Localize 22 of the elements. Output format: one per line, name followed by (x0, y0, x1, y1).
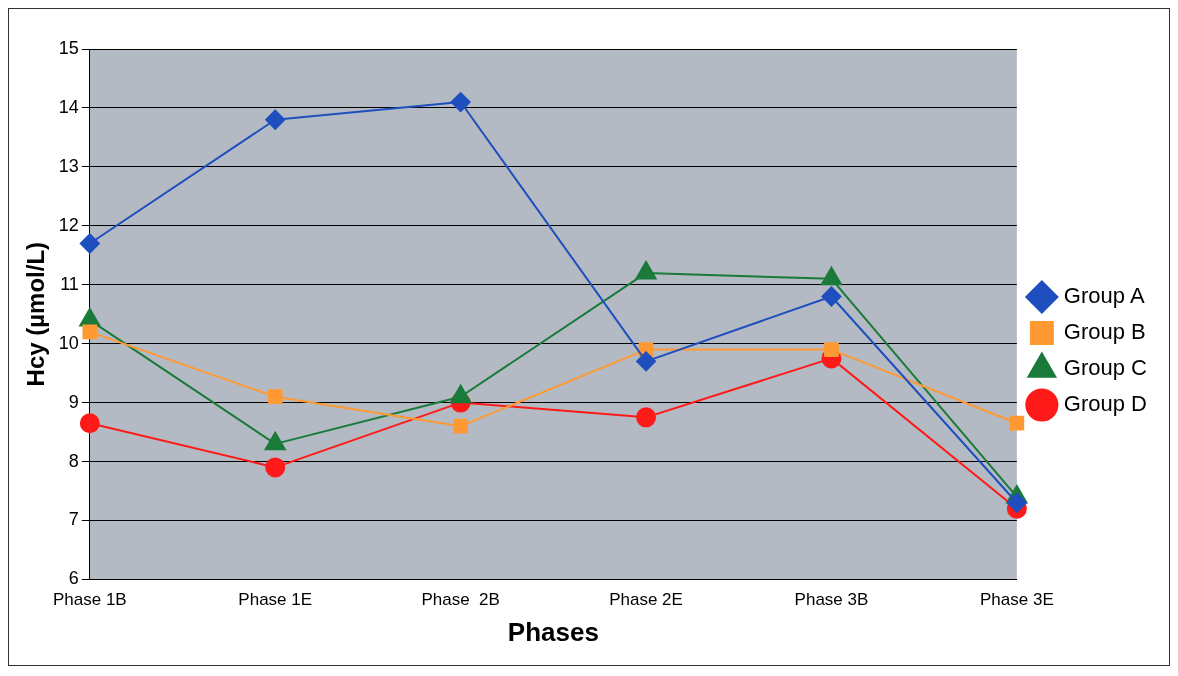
x-tick-label: Phase 3B (794, 590, 869, 610)
y-tick-label: 11 (60, 273, 79, 294)
legend-label: Group C (1063, 355, 1148, 381)
x-tick-label: Phase 2E (609, 590, 683, 610)
y-tick-label: 13 (58, 155, 79, 176)
y-tick-label: 6 (68, 568, 79, 589)
x-tick-label: Phase 1E (238, 590, 313, 610)
y-tick-label: 9 (68, 391, 79, 412)
x-tick-label: Phase 3E (979, 590, 1054, 610)
y-tick-label: 12 (58, 214, 79, 235)
x-tick-label: Phase 1B (52, 590, 127, 610)
y-tick-label: 8 (68, 450, 79, 471)
x-axis-title: Phases (507, 616, 599, 647)
legend-label: Group D (1063, 391, 1148, 417)
y-tick-label: 15 (58, 37, 79, 58)
legend-label: Group B (1063, 319, 1146, 345)
x-tick-label: Phase 2B (421, 590, 500, 610)
y-axis-title: Hcy (µmol/L) (22, 241, 50, 387)
y-tick-label: 14 (58, 96, 79, 117)
y-tick-label: 10 (58, 332, 79, 353)
y-tick-label: 7 (68, 509, 79, 530)
legend-label: Group A (1063, 283, 1145, 309)
